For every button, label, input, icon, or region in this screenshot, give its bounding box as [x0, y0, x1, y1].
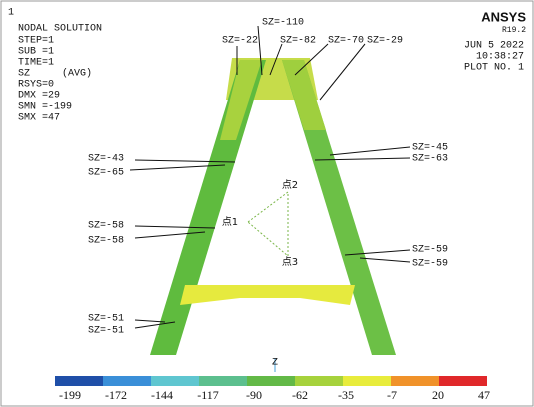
annotation: SZ=-59	[412, 259, 448, 270]
annotation: SZ=-58	[88, 236, 124, 247]
annotation: SZ=-29	[367, 36, 403, 47]
brand-time: 10:38:27	[476, 52, 524, 63]
info-line: SZ	[18, 69, 30, 80]
annotation: SZ=-43	[88, 154, 124, 165]
info-line: RSYS=0	[18, 80, 54, 91]
annotation: SZ=-65	[88, 168, 124, 179]
info-line: TIME=1	[18, 58, 54, 69]
colorbar-label: -172	[105, 388, 127, 402]
info-title: NODAL SOLUTION	[18, 24, 102, 35]
info-avg: (AVG)	[62, 68, 92, 80]
point-label: 点3	[282, 256, 298, 268]
colorbar-label: -90	[246, 388, 262, 402]
colorbar-label: -35	[338, 388, 354, 402]
annotation: SZ=-51	[88, 314, 124, 325]
annotation: SZ=-82	[280, 36, 316, 47]
point-label: 点2	[282, 179, 298, 191]
colorbar-band	[103, 376, 151, 386]
brand-version: R19.2	[502, 26, 526, 35]
colorbar-band	[199, 376, 247, 386]
annotation: SZ=-63	[412, 154, 448, 165]
annotation: SZ=-51	[88, 326, 124, 337]
annotation: SZ=-110	[262, 18, 304, 29]
annotation: SZ=-59	[412, 245, 448, 256]
colorbar-band	[391, 376, 439, 386]
info-line: SUB =1	[18, 47, 54, 58]
colorbar-label: -62	[292, 388, 308, 402]
point-label: 点1	[222, 216, 238, 228]
colorbar-band	[343, 376, 391, 386]
axis-label: Z	[272, 358, 278, 369]
colorbar-label: 20	[432, 388, 444, 402]
colorbar-label: -7	[387, 388, 397, 402]
annotation: SZ=-22	[222, 36, 258, 47]
colorbar-band	[55, 376, 103, 386]
annotation: SZ=-58	[88, 221, 124, 232]
brand-date: JUN 5 2022	[464, 41, 524, 52]
colorbar-band	[295, 376, 343, 386]
annotation: SZ=-70	[328, 36, 364, 47]
colorbar-band	[439, 376, 487, 386]
colorbar-band	[151, 376, 199, 386]
colorbar-label: -117	[197, 388, 219, 402]
colorbar-label: 47	[478, 388, 490, 402]
info-line: SMN =-199	[18, 102, 72, 113]
annotation: SZ=-45	[412, 143, 448, 154]
info-line: DMX =29	[18, 91, 60, 102]
colorbar-label: -144	[151, 388, 173, 402]
brand-plot: PLOT NO. 1	[464, 63, 524, 74]
info-line: SMX =47	[18, 113, 60, 124]
brand-name: ANSYS	[481, 9, 526, 24]
screen: 1 NODAL SOLUTION (AVG) ANSYS R19.2 JUN 5…	[0, 0, 534, 407]
info-line: STEP=1	[18, 36, 54, 47]
colorbar-band	[247, 376, 295, 386]
colorbar-label: -199	[59, 388, 81, 402]
corner-mark: 1	[8, 8, 14, 19]
